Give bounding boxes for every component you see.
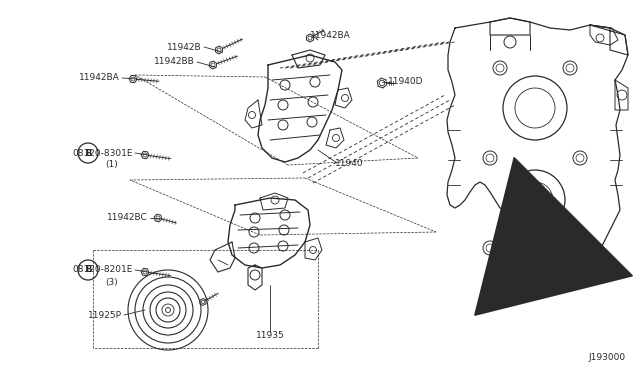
Text: (1): (1) (105, 160, 118, 170)
Text: B: B (85, 148, 91, 157)
Text: 08120-8201E: 08120-8201E (72, 266, 133, 275)
Text: 11942B: 11942B (168, 42, 202, 51)
Text: 11940: 11940 (335, 158, 364, 167)
Text: FRONT: FRONT (503, 285, 534, 295)
Text: 11942BA: 11942BA (310, 31, 351, 39)
Text: B: B (85, 266, 91, 275)
Text: 11935: 11935 (255, 330, 284, 340)
Text: J193000: J193000 (589, 353, 626, 362)
Text: 11940D: 11940D (388, 77, 424, 87)
Text: (3): (3) (105, 278, 118, 286)
Text: 11942BC: 11942BC (108, 214, 148, 222)
Text: 11942BB: 11942BB (154, 58, 195, 67)
Text: 11925P: 11925P (88, 311, 122, 320)
Text: 08120-8301E: 08120-8301E (72, 148, 133, 157)
Text: 11942BA: 11942BA (79, 74, 120, 83)
